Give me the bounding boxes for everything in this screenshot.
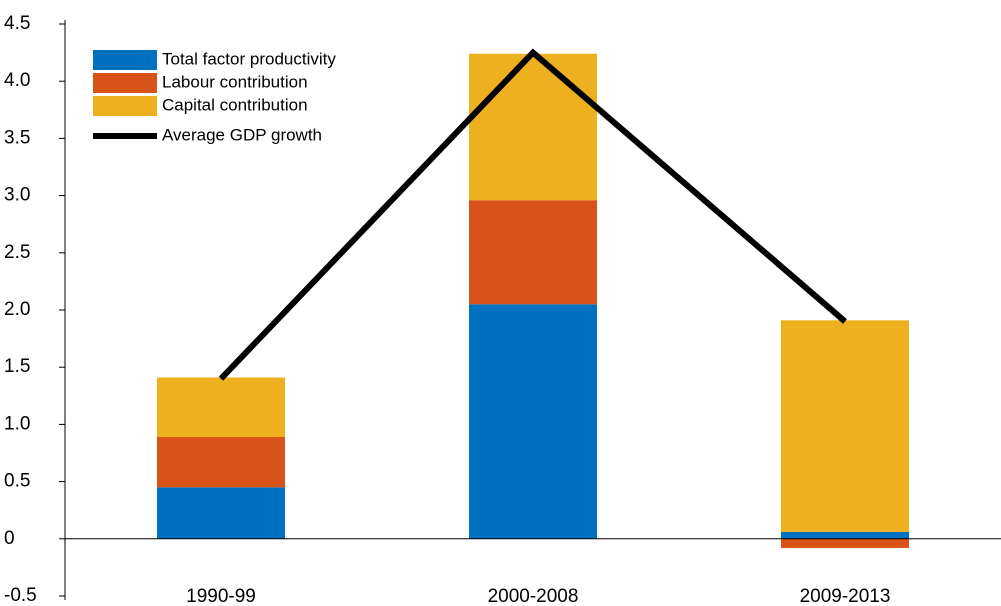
bar-segment <box>469 53 597 201</box>
x-tick-label: 2000-2008 <box>488 586 579 606</box>
x-tick-label: 2009-2013 <box>800 586 891 606</box>
legend-swatch <box>93 73 157 93</box>
line <box>218 48 847 381</box>
bar-segment <box>157 377 285 437</box>
y-tick-label: 0 <box>4 528 15 549</box>
y-tick-label: 1.5 <box>4 356 30 377</box>
y-tick-label: 4.5 <box>4 13 30 34</box>
legend-swatch <box>93 50 157 70</box>
bar-segment <box>469 304 597 539</box>
y-tick-label: 2.5 <box>4 242 30 263</box>
legend-label: Capital contribution <box>162 95 308 114</box>
x-tick-label: 1990-99 <box>186 586 256 606</box>
bar-segment <box>469 200 597 305</box>
bar-segment <box>781 531 909 539</box>
y-tick-label: -0.5 <box>4 585 37 606</box>
legend-label: Total factor productivity <box>162 49 336 68</box>
y-tick-label: 2.0 <box>4 299 30 320</box>
legend-label: Labour contribution <box>162 72 308 91</box>
y-tick-label: 1.0 <box>4 413 30 434</box>
bar-segment <box>157 487 285 539</box>
bar-segment <box>781 538 909 548</box>
legend-swatch <box>93 96 157 116</box>
y-tick-label: 3.5 <box>4 127 30 148</box>
legend-label: Average GDP growth <box>162 125 322 144</box>
y-tick-label: 4.0 <box>4 70 30 91</box>
bar-segment <box>781 320 909 532</box>
y-tick-label: 0.5 <box>4 471 30 492</box>
bar-segment <box>157 436 285 488</box>
y-tick-label: 3.0 <box>4 185 30 206</box>
